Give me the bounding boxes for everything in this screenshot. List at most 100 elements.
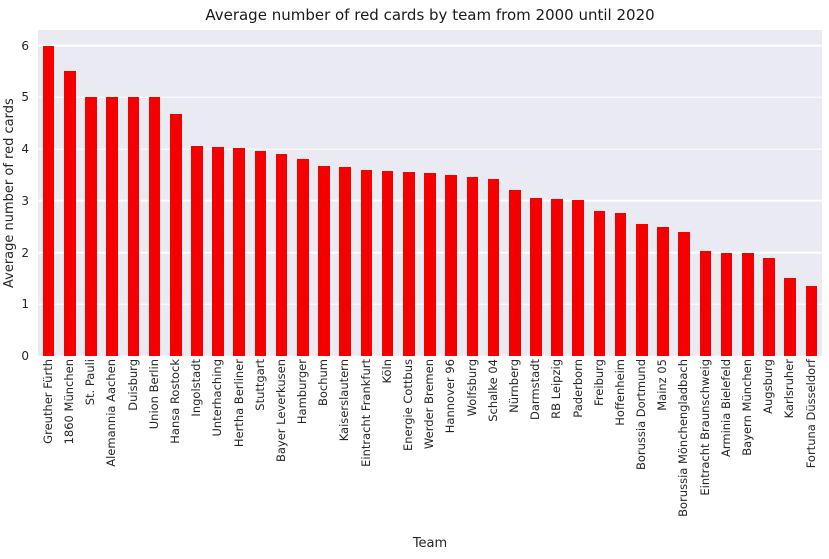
- x-tick-slot: Greuther Fürth: [38, 359, 59, 524]
- bar: [614, 212, 627, 356]
- x-tick-slot: Borussia Dortmund: [631, 359, 652, 524]
- bar: [339, 167, 352, 356]
- bar-slot: [441, 30, 462, 356]
- bar: [445, 174, 457, 356]
- bar: [318, 166, 330, 356]
- bar: [212, 147, 224, 356]
- x-tick-label: RB Leipzig: [549, 359, 564, 419]
- bar-slot: [547, 30, 568, 356]
- y-tick-label: 6: [21, 38, 29, 53]
- y-tick-labels: 0 1 2 3 4 5 6: [0, 30, 34, 362]
- bar-slot: [631, 30, 652, 356]
- x-tick-label: Arminia Bielefeld: [718, 359, 733, 458]
- x-tick-label: Wolfsburg: [464, 359, 479, 417]
- y-tick-label: 5: [21, 90, 29, 105]
- x-tick-slot: Hertha Berliner: [229, 359, 250, 524]
- bar-slot: [250, 30, 271, 356]
- x-tick-slot: Ingolstadt: [186, 359, 207, 524]
- bar-slot: [780, 30, 801, 356]
- bar: [275, 154, 288, 356]
- x-tick-label: Köln: [379, 359, 394, 384]
- x-tick-slot: Eintracht Braunschweig: [695, 359, 716, 524]
- x-tick-slot: Hannover 96: [441, 359, 462, 524]
- x-tick-slot: Bochum: [313, 359, 334, 524]
- bar: [784, 278, 796, 356]
- bar: [106, 97, 118, 356]
- x-tick-label: 1860 München: [62, 359, 77, 445]
- bar-slot: [123, 30, 144, 356]
- bar: [85, 97, 97, 356]
- x-tick-slot: St. Pauli: [80, 359, 101, 524]
- x-tick-label: Mainz 05: [655, 359, 670, 411]
- bar-slot: [186, 30, 207, 356]
- x-tick-slot: Hamburger: [292, 359, 313, 524]
- x-tick-label: Freiburg: [591, 359, 606, 406]
- bar: [63, 71, 76, 356]
- gridline: [38, 96, 822, 98]
- x-tick-label: Bayer Leverkusen: [273, 359, 288, 463]
- bar-slot: [568, 30, 589, 356]
- x-tick-slot: Borussia Mönchengladbach: [674, 359, 695, 524]
- x-tick-label: Duisburg: [125, 359, 140, 411]
- x-tick-label: Hannover 96: [443, 359, 458, 434]
- bar-slot: [313, 30, 334, 356]
- bar: [551, 199, 563, 356]
- x-tick-label: Augsburg: [761, 359, 776, 414]
- x-tick-slot: Köln: [377, 359, 398, 524]
- x-tick-label: Hoffenheim: [612, 359, 627, 426]
- bar: [720, 252, 733, 356]
- x-tick-label: Greuther Fürth: [40, 359, 55, 444]
- bar-slot: [419, 30, 440, 356]
- bar: [487, 178, 500, 356]
- x-tick-label: Schalke 04: [485, 359, 500, 422]
- chart-title: Average number of red cards by team from…: [205, 6, 655, 24]
- bar-slot: [377, 30, 398, 356]
- bar: [254, 150, 267, 356]
- bar: [636, 224, 648, 356]
- y-tick-label: 4: [21, 142, 29, 157]
- bar-slot: [356, 30, 377, 356]
- bar: [530, 198, 542, 356]
- x-tick-slot: Duisburg: [123, 359, 144, 524]
- bar-slot: [589, 30, 610, 356]
- bar-slot: [801, 30, 822, 356]
- x-tick-label: Darmstadt: [528, 359, 543, 420]
- x-tick-label: Werder Bremen: [422, 359, 437, 450]
- bar-slot: [80, 30, 101, 356]
- bar-slot: [462, 30, 483, 356]
- x-tick-label: Alemannia Aachen: [104, 359, 119, 467]
- bar-slot: [398, 30, 419, 356]
- x-tick-slot: Eintracht Frankfurt: [356, 359, 377, 524]
- x-tick-label: Fortuna Düsseldorf: [803, 359, 818, 469]
- bar-slot: [716, 30, 737, 356]
- x-tick-label: Energie Cottbus: [401, 359, 416, 452]
- bar: [741, 252, 754, 356]
- x-tick-slot: Hansa Rostock: [165, 359, 186, 524]
- x-tick-label: Eintracht Braunschweig: [697, 359, 712, 496]
- bar: [148, 97, 161, 356]
- bar-slot: [144, 30, 165, 356]
- x-tick-slot: Mainz 05: [652, 359, 673, 524]
- x-tick-slot: Hoffenheim: [610, 359, 631, 524]
- x-tick-slot: Schalke 04: [483, 359, 504, 524]
- bar: [42, 45, 55, 356]
- bar-slot: [59, 30, 80, 356]
- bar: [233, 147, 246, 356]
- x-axis-label: Team: [412, 536, 448, 551]
- x-tick-label: St. Pauli: [83, 359, 98, 406]
- gridline: [38, 44, 822, 47]
- plot-area: [38, 30, 822, 357]
- bar: [572, 199, 585, 356]
- bar-slot: [674, 30, 695, 356]
- y-tick-label: 0: [21, 349, 29, 363]
- bar: [657, 226, 669, 356]
- y-tick-label: 1: [21, 297, 29, 312]
- x-tick-slot: Stuttgart: [250, 359, 271, 524]
- x-tick-label: Karlsruher: [782, 359, 797, 419]
- bar-slot: [335, 30, 356, 356]
- x-tick-label: Eintracht Frankfurt: [358, 359, 373, 467]
- bar-slot: [38, 30, 59, 356]
- x-tick-slot: Nürnberg: [504, 359, 525, 524]
- bar: [508, 190, 521, 356]
